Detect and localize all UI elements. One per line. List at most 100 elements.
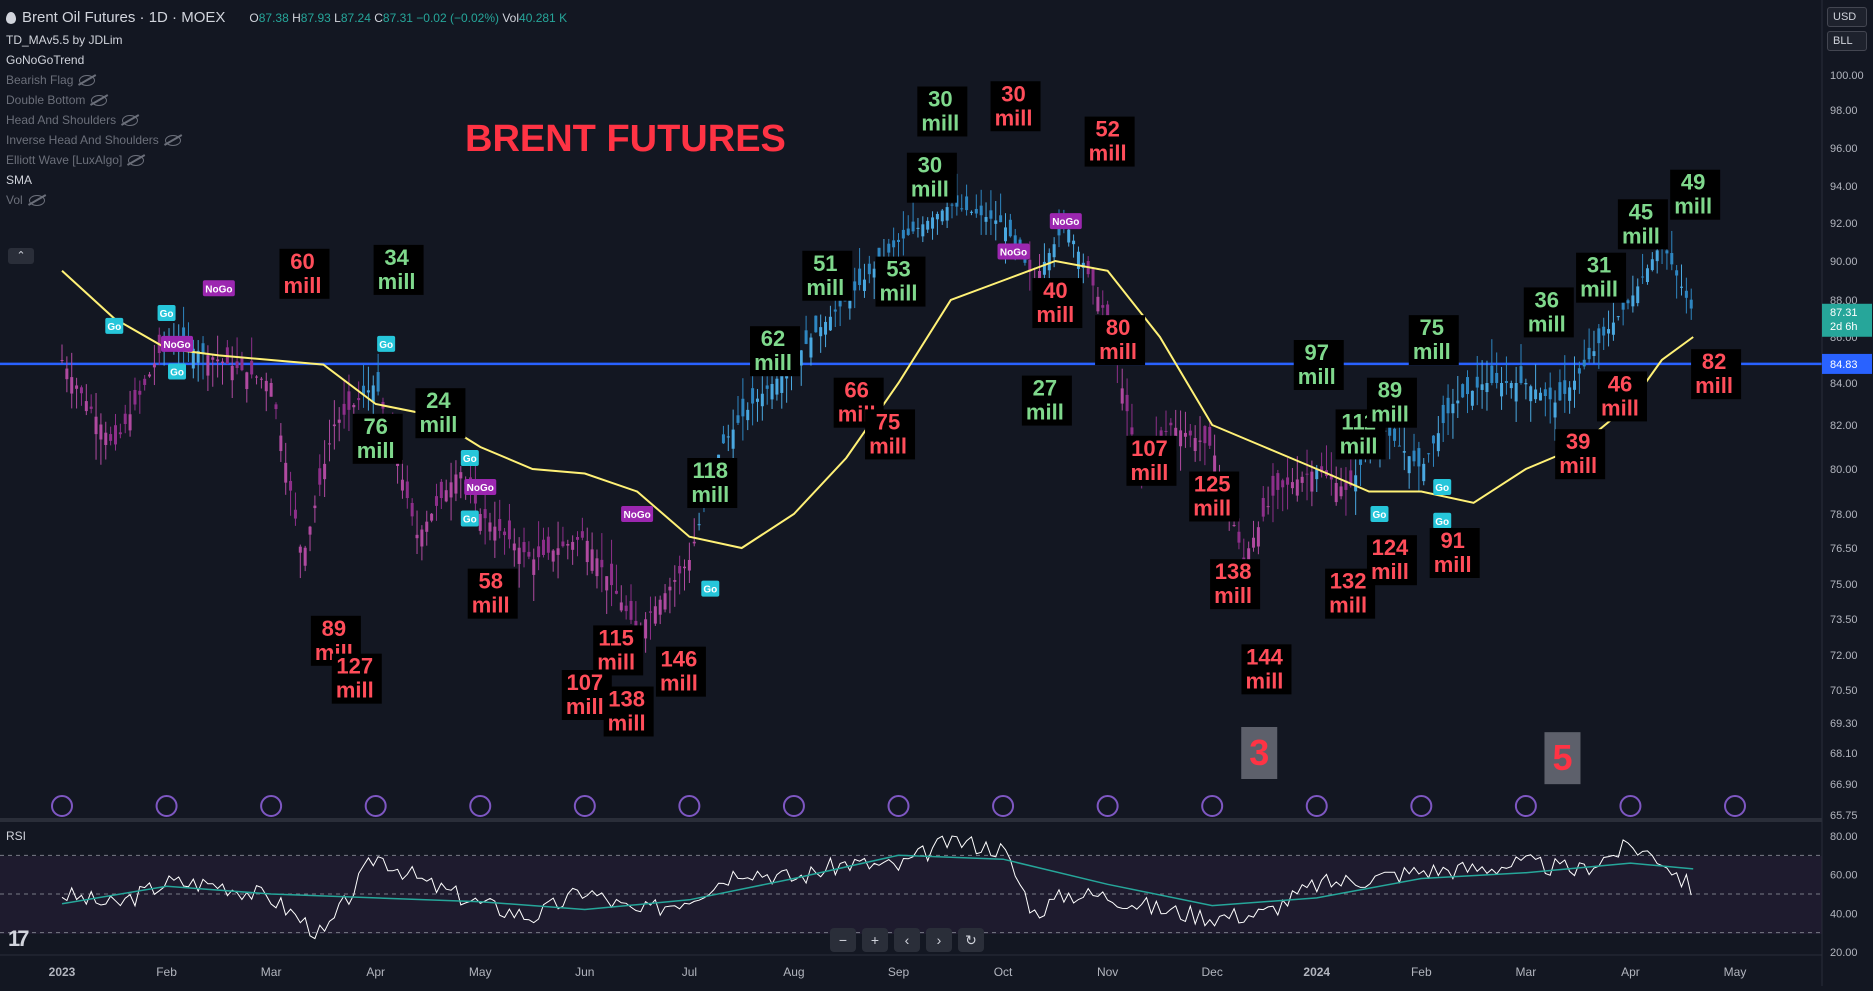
event-arrow-icon[interactable]	[1305, 795, 1328, 817]
candle-body	[1028, 259, 1032, 272]
indicator-3[interactable]: Double Bottom	[6, 93, 108, 107]
event-arrow-icon[interactable]	[1514, 795, 1537, 817]
candle-body	[371, 385, 375, 403]
indicator-6[interactable]: Elliott Wave [LuxAlgo]	[6, 153, 145, 167]
indicator-2[interactable]: Bearish Flag	[6, 73, 96, 87]
go-signal-badge[interactable]	[105, 317, 124, 334]
go-signal-badge[interactable]	[157, 304, 176, 321]
go-signal-badge[interactable]	[1370, 506, 1389, 522]
candle-body	[264, 380, 268, 392]
candle-body	[1130, 427, 1134, 435]
event-arrow-icon[interactable]	[51, 795, 73, 817]
nogo-signal-badge[interactable]	[464, 479, 497, 495]
indicator-7[interactable]: SMA	[6, 173, 32, 187]
nogo-signal-badge[interactable]	[997, 243, 1030, 260]
candle-body	[1466, 377, 1470, 395]
candle-body	[1631, 295, 1635, 307]
candle-body	[999, 215, 1003, 223]
candle-body	[483, 509, 487, 519]
go-signal-badge[interactable]	[1433, 479, 1452, 495]
candle-body	[1305, 473, 1309, 475]
indicator-5[interactable]: Inverse Head And Shoulders	[6, 133, 181, 147]
event-arrow-icon[interactable]	[992, 795, 1015, 817]
sma-line[interactable]	[61, 259, 1694, 550]
candle-body	[897, 239, 900, 242]
scroll-left-button[interactable]: ‹	[894, 928, 920, 952]
event-arrow-icon[interactable]	[887, 795, 910, 817]
event-arrow-icon[interactable]	[1201, 795, 1224, 817]
indicator-1[interactable]: GoNoGoTrend	[6, 53, 84, 67]
candle-body	[862, 279, 866, 291]
candle-body	[1266, 506, 1270, 508]
nogo-signal-badge[interactable]	[202, 280, 235, 297]
candle-body	[1611, 322, 1615, 335]
reset-chart-button[interactable]: ↻	[958, 928, 984, 952]
nogo-signal-badge[interactable]	[161, 335, 194, 352]
go-signal-badge[interactable]	[460, 450, 479, 466]
zoom-in-button[interactable]: +	[862, 928, 888, 952]
rsi-ma-line[interactable]	[61, 854, 1694, 911]
price-tick-label: 98.00	[1830, 105, 1858, 117]
event-arrow-icon[interactable]	[1619, 795, 1642, 817]
event-arrow-icon[interactable]	[364, 795, 387, 817]
event-arrow-icon[interactable]	[573, 795, 596, 817]
candle-body	[70, 377, 74, 394]
candle-body	[1106, 304, 1110, 319]
go-signal-badge[interactable]	[377, 335, 396, 352]
candle-body	[644, 619, 648, 639]
price-tick-label: 73.50	[1830, 614, 1858, 626]
event-arrow-icon[interactable]	[469, 795, 492, 817]
hidden-eye-icon[interactable]	[91, 94, 108, 106]
candle-body	[828, 316, 832, 331]
go-signal-badge[interactable]	[1433, 512, 1452, 529]
volume-label-unit: mill	[1580, 277, 1618, 302]
signal-badge-label: Go	[107, 322, 121, 333]
candle-body	[673, 580, 677, 582]
volume-label-number: 127	[336, 654, 373, 679]
hidden-eye-icon[interactable]	[79, 74, 96, 86]
event-arrow-icon[interactable]	[260, 795, 283, 817]
candle-body	[1538, 392, 1542, 401]
candle-body	[814, 315, 818, 333]
scroll-right-button[interactable]: ›	[926, 928, 952, 952]
time-tick-label: May	[469, 965, 492, 979]
event-arrow-icon[interactable]	[1410, 795, 1433, 817]
volume-label-unit: mill	[1434, 552, 1472, 577]
event-arrow-icon[interactable]	[1096, 795, 1119, 817]
nogo-signal-badge[interactable]	[1049, 213, 1082, 230]
candle-body	[1096, 296, 1100, 312]
volume-label-box	[1596, 371, 1647, 422]
rsi-line[interactable]	[61, 835, 1692, 940]
hidden-eye-icon[interactable]	[128, 154, 145, 166]
pane-divider[interactable]	[0, 818, 1822, 822]
go-signal-badge[interactable]	[701, 580, 720, 597]
candle-body	[230, 365, 234, 381]
go-signal-badge[interactable]	[460, 510, 479, 527]
unit-select[interactable]: BLL	[1827, 31, 1867, 51]
volume-label-unit: mill	[1089, 141, 1127, 166]
hidden-eye-icon[interactable]	[122, 114, 139, 126]
go-signal-badge[interactable]	[168, 363, 187, 380]
event-arrow-icon[interactable]	[1724, 795, 1746, 817]
event-arrow-icon[interactable]	[782, 795, 805, 817]
indicator-8[interactable]: Vol	[6, 193, 45, 207]
hidden-eye-icon[interactable]	[164, 134, 181, 146]
volume-label-box	[1325, 568, 1376, 619]
nogo-signal-badge[interactable]	[621, 506, 654, 522]
event-arrow-icon[interactable]	[678, 795, 701, 817]
currency-select[interactable]: USD	[1827, 7, 1867, 27]
candle-body	[931, 217, 935, 229]
symbol-title[interactable]: Brent Oil Futures · 1D · MOEX	[22, 9, 226, 26]
last-price-value: 87.31	[1830, 307, 1858, 319]
event-arrow-icon[interactable]	[155, 795, 178, 817]
candle-body	[770, 383, 774, 400]
volume-label-box	[373, 244, 424, 295]
hidden-eye-icon[interactable]	[28, 194, 45, 206]
indicator-4[interactable]: Head And Shoulders	[6, 113, 139, 127]
zoom-out-button[interactable]: −	[830, 928, 856, 952]
collapse-legend-button[interactable]: ⌃	[8, 248, 34, 264]
indicator-0[interactable]: TD_MAv5.5 by JDLim	[6, 33, 122, 47]
volume-label-box	[352, 413, 403, 464]
signal-badge-label: Go	[463, 454, 477, 465]
